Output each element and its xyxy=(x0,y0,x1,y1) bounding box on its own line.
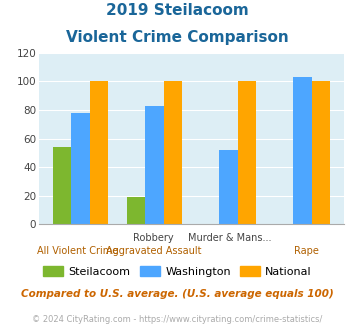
Text: Aggravated Assault: Aggravated Assault xyxy=(106,246,201,256)
Text: Violent Crime Comparison: Violent Crime Comparison xyxy=(66,30,289,45)
Bar xyxy=(53,147,71,224)
Bar xyxy=(312,82,331,224)
Bar xyxy=(71,113,90,224)
Bar xyxy=(164,82,182,224)
Text: Rape: Rape xyxy=(294,246,319,256)
Text: Compared to U.S. average. (U.S. average equals 100): Compared to U.S. average. (U.S. average … xyxy=(21,289,334,299)
Bar xyxy=(294,77,312,224)
Text: Robbery: Robbery xyxy=(133,233,174,243)
Text: All Violent Crime: All Violent Crime xyxy=(37,246,118,256)
Bar xyxy=(219,150,238,224)
Text: © 2024 CityRating.com - https://www.cityrating.com/crime-statistics/: © 2024 CityRating.com - https://www.city… xyxy=(32,315,323,324)
Bar xyxy=(127,197,146,224)
Bar xyxy=(146,106,164,224)
Bar xyxy=(90,82,108,224)
Text: Murder & Mans...: Murder & Mans... xyxy=(188,233,272,243)
Legend: Steilacoom, Washington, National: Steilacoom, Washington, National xyxy=(39,261,316,281)
Text: 2019 Steilacoom: 2019 Steilacoom xyxy=(106,3,249,18)
Bar xyxy=(238,82,256,224)
